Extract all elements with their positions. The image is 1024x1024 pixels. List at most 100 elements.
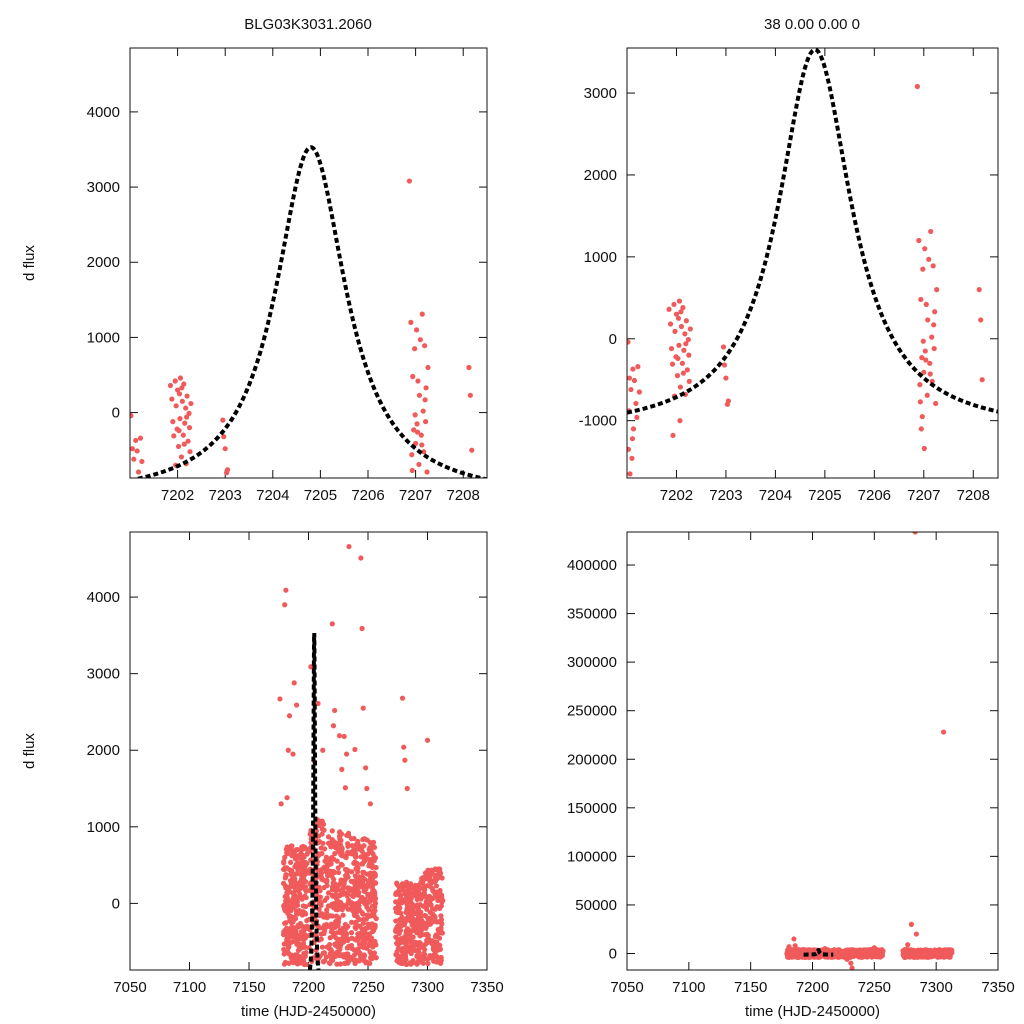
data-point (394, 952, 400, 958)
x-tick-label: 7300 (919, 979, 952, 996)
data-point (400, 898, 406, 904)
data-point (677, 384, 684, 390)
data-point (372, 904, 378, 910)
data-point (288, 880, 294, 886)
data-point (184, 393, 190, 399)
x-tick-label: 7206 (351, 487, 384, 504)
data-point (289, 957, 295, 964)
y-tick-label: 0 (609, 331, 617, 348)
data-point (418, 924, 425, 930)
data-point (919, 413, 925, 420)
data-point (294, 846, 300, 853)
x-tick-label: 7350 (470, 979, 503, 996)
data-point (325, 834, 332, 840)
data-point (300, 885, 307, 891)
data-point (681, 347, 687, 353)
data-point (348, 945, 355, 951)
data-point (353, 891, 359, 898)
data-point (435, 875, 441, 881)
data-point (627, 339, 631, 345)
data-point (139, 458, 145, 465)
data-point (671, 301, 677, 307)
data-point (220, 417, 226, 423)
data-point (288, 914, 294, 921)
data-point (330, 957, 336, 963)
data-point (283, 932, 290, 939)
data-point (369, 841, 376, 847)
data-point (354, 860, 360, 866)
data-point (414, 429, 421, 435)
data-point (349, 869, 355, 875)
data-point (332, 851, 338, 857)
data-point (281, 946, 287, 953)
data-point (466, 364, 472, 371)
data-point (421, 920, 427, 926)
data-point (357, 907, 363, 913)
data-point (676, 342, 682, 348)
plot-frame (129, 531, 488, 971)
data-point (918, 296, 924, 303)
x-tick-label: 7250 (858, 979, 891, 996)
data-point (900, 949, 906, 955)
data-point (393, 934, 399, 940)
data-point (801, 947, 807, 953)
data-point (790, 947, 796, 953)
data-point (369, 911, 375, 917)
data-point (416, 461, 422, 468)
data-point (352, 884, 358, 890)
data-point (365, 891, 371, 897)
data-point (324, 910, 330, 916)
data-point (933, 400, 939, 407)
data-point (345, 843, 351, 850)
data-point (286, 907, 292, 914)
data-point (359, 926, 365, 932)
data-point (425, 960, 431, 967)
data-point (667, 321, 674, 327)
y-tick-label: 3000 (87, 666, 120, 683)
data-point (874, 949, 880, 955)
data-point (416, 940, 423, 946)
data-point (335, 865, 341, 871)
data-point (188, 400, 194, 407)
data-point (395, 942, 401, 948)
x-tick-label: 7150 (232, 979, 265, 996)
data-point (171, 433, 177, 439)
data-point (325, 890, 332, 896)
x-axis-title: time (HJD-2450000) (241, 1003, 376, 1020)
data-point (133, 437, 139, 444)
data-point (913, 931, 919, 937)
y-tick-label: 1000 (87, 819, 120, 836)
data-point (411, 427, 417, 433)
data-point (186, 410, 192, 416)
data-point (425, 956, 431, 962)
data-point (340, 925, 346, 932)
data-point (280, 880, 287, 886)
data-point (420, 408, 426, 414)
data-point (353, 919, 359, 925)
data-point (844, 956, 850, 962)
data-point (282, 602, 288, 608)
data-point (319, 866, 326, 872)
data-point (786, 953, 792, 959)
data-point (678, 323, 685, 330)
data-point (300, 924, 306, 930)
panel-top-right: -1000 0 1000 2000 3000 7202 7203 7204 7205 7206 72… (579, 47, 999, 504)
data-point (283, 902, 290, 909)
data-point (282, 920, 288, 926)
data-point (130, 446, 135, 452)
data-point (178, 454, 185, 460)
data-point (679, 360, 686, 366)
data-point (187, 449, 193, 455)
data-point (918, 426, 924, 432)
data-point (329, 913, 335, 919)
data-point (368, 950, 374, 956)
data-point (928, 228, 934, 235)
data-point (403, 879, 410, 885)
data-point (282, 854, 288, 860)
data-point (176, 391, 183, 397)
data-point (302, 870, 309, 876)
data-point (367, 801, 373, 807)
y-tick-label: 0 (112, 895, 120, 912)
data-point (354, 845, 360, 851)
data-point (831, 948, 837, 954)
